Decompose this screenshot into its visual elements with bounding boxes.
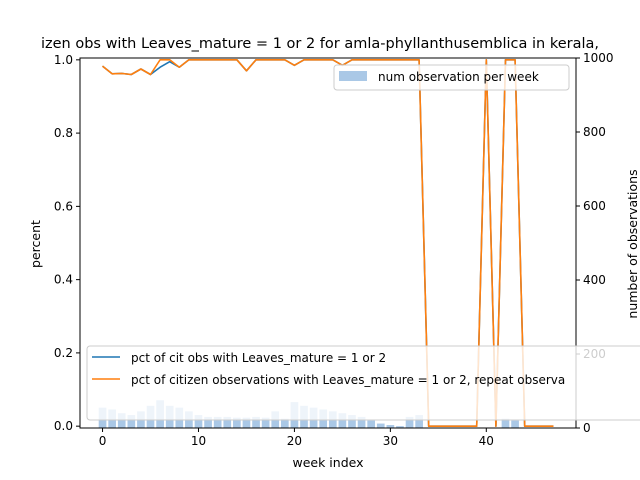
axes-layer: 0102030400.00.20.40.60.81.00200400600800… bbox=[54, 51, 614, 448]
y-tick-label: 0.0 bbox=[54, 419, 73, 433]
bar bbox=[280, 418, 289, 428]
y2-tick-label: 0 bbox=[583, 421, 591, 435]
bar bbox=[405, 416, 414, 428]
bar bbox=[194, 415, 203, 428]
legend-bar-label: num observation per week bbox=[378, 70, 539, 84]
y-tick-label: 0.2 bbox=[54, 346, 73, 360]
bar bbox=[415, 415, 423, 428]
bar bbox=[242, 417, 251, 428]
y2-axis-label: number of observations bbox=[625, 169, 640, 318]
bar bbox=[223, 416, 232, 428]
legend-lower: pct of cit obs with Leaves_mature = 1 or… bbox=[86, 345, 640, 421]
legend-lower-frame bbox=[86, 345, 640, 421]
y-tick-label: 0.4 bbox=[54, 273, 73, 287]
x-tick-label: 30 bbox=[383, 434, 398, 448]
bar bbox=[204, 416, 212, 428]
legend-upper-frame bbox=[333, 64, 570, 91]
y-tick-label: 1.0 bbox=[54, 53, 73, 67]
bar bbox=[117, 413, 126, 428]
legend-bar-swatch bbox=[339, 71, 367, 81]
bar bbox=[367, 420, 376, 428]
bar bbox=[357, 416, 366, 428]
bar bbox=[511, 420, 519, 428]
legend-series1-label: pct of citizen observations with Leaves_… bbox=[131, 373, 565, 387]
bar bbox=[127, 415, 136, 428]
bar bbox=[338, 413, 347, 428]
x-tick-label: 0 bbox=[99, 434, 107, 448]
y2-tick-label: 1000 bbox=[583, 51, 614, 65]
chart-title: izen obs with Leaves_mature = 1 or 2 for… bbox=[41, 36, 599, 52]
y-tick-label: 0.6 bbox=[54, 199, 73, 213]
bar bbox=[501, 418, 510, 428]
y-tick-label: 0.8 bbox=[54, 126, 73, 140]
x-axis-label: week index bbox=[292, 455, 363, 470]
plot-frame bbox=[79, 57, 577, 429]
x-tick-label: 10 bbox=[191, 434, 206, 448]
bar bbox=[252, 416, 260, 428]
bar bbox=[396, 426, 404, 428]
bar bbox=[376, 423, 385, 428]
y2-tick-label: 400 bbox=[583, 273, 606, 287]
x-tick-label: 40 bbox=[479, 434, 494, 448]
bar bbox=[213, 416, 222, 428]
legend-series0-label: pct of cit obs with Leaves_mature = 1 or… bbox=[131, 351, 386, 365]
y2-tick-label: 800 bbox=[583, 125, 606, 139]
legend-upper: num observation per week bbox=[333, 64, 570, 91]
y-axis-label: percent bbox=[28, 220, 43, 268]
bar bbox=[233, 417, 241, 428]
x-tick-label: 20 bbox=[287, 434, 302, 448]
bar bbox=[386, 425, 395, 428]
bar bbox=[348, 415, 356, 428]
bar bbox=[261, 417, 270, 428]
y2-tick-label: 600 bbox=[583, 199, 606, 213]
